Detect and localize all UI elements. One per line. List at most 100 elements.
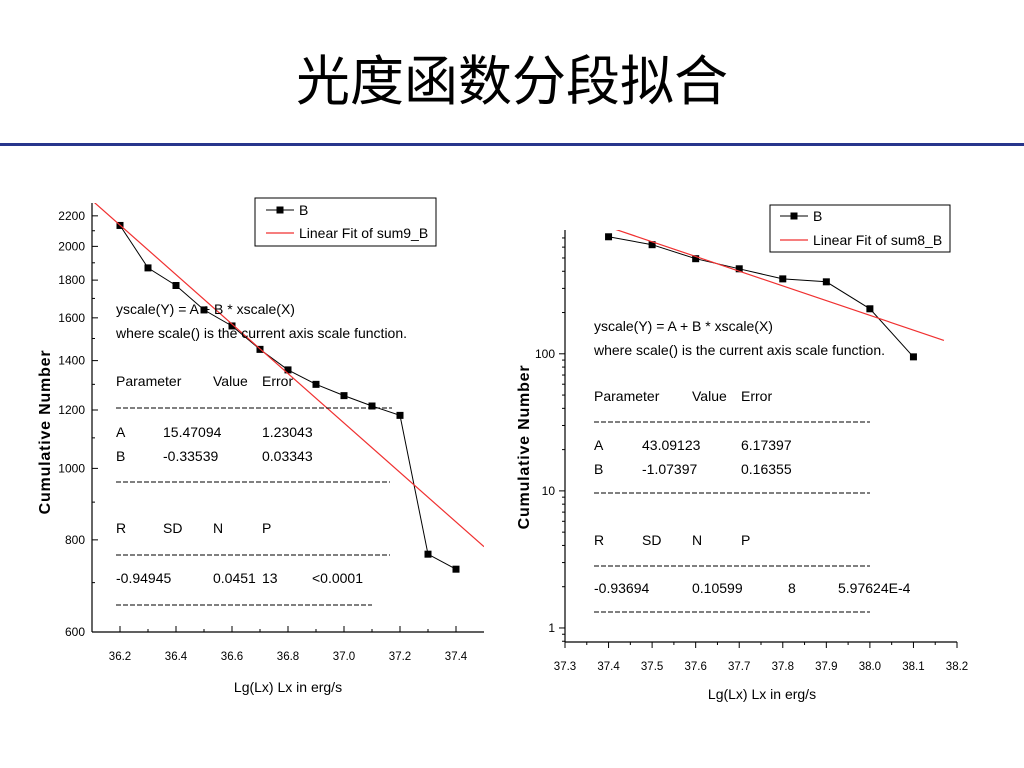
- stat-header: SD: [642, 532, 661, 548]
- param-value: 15.47094: [163, 424, 222, 440]
- data-point: [144, 264, 152, 272]
- stat-value: -0.93694: [594, 580, 649, 596]
- param-error: 0.16355: [741, 461, 792, 477]
- stat-value: -0.94945: [116, 570, 171, 586]
- stat-value: 5.97624E-4: [838, 580, 911, 596]
- series-layer: [94, 203, 484, 573]
- x-axis-title: Lg(Lx) Lx in erg/s: [708, 686, 816, 702]
- y-tick-label: 600: [65, 625, 85, 639]
- param-value: -1.07397: [642, 461, 697, 477]
- data-point: [396, 411, 404, 419]
- data-point: [866, 305, 874, 313]
- stat-header: SD: [163, 520, 182, 536]
- legend-swatch-marker: [790, 212, 798, 220]
- data-point: [735, 265, 743, 273]
- x-tick-label: 37.6: [684, 661, 706, 673]
- data-point: [368, 402, 376, 410]
- stat-header: R: [116, 520, 126, 536]
- series-layer: [605, 230, 945, 361]
- stat-value: 8: [788, 580, 796, 596]
- data-point: [909, 353, 917, 361]
- y-tick-label: 1800: [58, 273, 85, 287]
- series-line-b: [119, 225, 457, 570]
- data-point: [452, 565, 460, 573]
- legend-swatch-marker: [276, 206, 284, 214]
- y-tick-label: 2200: [58, 209, 85, 223]
- stat-header: N: [692, 532, 702, 548]
- fit-equation: yscale(Y) = A + B * xscale(X): [116, 301, 295, 317]
- legend-label: B: [813, 208, 822, 224]
- legend: B Linear Fit of sum8_B: [769, 204, 951, 253]
- data-point: [172, 281, 180, 289]
- x-tick-label: 37.9: [815, 661, 837, 673]
- x-tick-label: 38.1: [902, 661, 924, 673]
- y-tick-label: 1000: [58, 461, 85, 475]
- x-tick-label: 37.8: [772, 661, 794, 673]
- param-header: Parameter: [594, 388, 660, 404]
- param-error: 1.23043: [262, 424, 313, 440]
- x-tick-label: 36.2: [109, 651, 131, 663]
- x-tick-label: 37.0: [333, 651, 355, 663]
- data-point: [424, 550, 432, 558]
- fit-equation: yscale(Y) = A + B * xscale(X): [594, 318, 773, 334]
- param-header: Error: [741, 388, 772, 404]
- stat-header: N: [213, 520, 223, 536]
- series-line-b: [608, 236, 914, 358]
- legend-label: B: [299, 202, 308, 218]
- param-error: 0.03343: [262, 448, 313, 464]
- data-point: [648, 241, 656, 249]
- x-tick-label: 37.3: [554, 661, 576, 673]
- x-tick-label: 37.5: [641, 661, 663, 673]
- y-axis-title: Cumulative Number: [516, 365, 533, 530]
- stat-header: R: [594, 532, 604, 548]
- title-rule: [0, 143, 1024, 146]
- legend: B Linear Fit of sum9_B: [254, 197, 437, 247]
- y-tick-label: 1600: [58, 311, 85, 325]
- y-tick-label: 2000: [58, 239, 85, 253]
- chart-left: 36.2 36.4 36.6 36.8 37.0 37.2 37.4 600 800 1000 12…: [37, 197, 484, 695]
- plot-area-left: 36.2 36.4 36.6 36.8 37.0 37.2 37.4 600 800 1000 12…: [58, 203, 484, 663]
- param-value: 43.09123: [642, 437, 701, 453]
- slide-title: 光度函数分段拟合: [296, 50, 728, 113]
- x-tick-label: 37.2: [389, 651, 411, 663]
- x-tick-label: 36.6: [221, 651, 243, 663]
- fit-note: where scale() is the current axis scale …: [593, 342, 885, 358]
- chart-right: 37.3 37.4 37.5 37.6 37.7 37.8 37.9 38.0 38.1 38.2…: [516, 204, 968, 702]
- y-tick-label: 1400: [58, 354, 85, 368]
- x-tick-label: 36.8: [277, 651, 299, 663]
- param-header: Parameter: [116, 373, 182, 389]
- x-tick-label: 36.4: [165, 651, 188, 663]
- param-value: -0.33539: [163, 448, 218, 464]
- data-point: [822, 278, 830, 286]
- data-point: [312, 380, 320, 388]
- x-tick-label: 38.0: [859, 661, 881, 673]
- legend-box: [769, 204, 951, 253]
- x-tick-label: 37.4: [597, 661, 620, 673]
- data-point: [228, 322, 236, 330]
- stat-value: 13: [262, 570, 278, 586]
- y-tick-label: 100: [535, 347, 555, 361]
- data-point: [692, 255, 700, 263]
- param-name: B: [116, 448, 125, 464]
- x-tick-label: 37.7: [728, 661, 750, 673]
- x-axis-title: Lg(Lx) Lx in erg/s: [234, 679, 342, 695]
- data-point: [200, 306, 208, 314]
- y-tick-label: 1200: [58, 403, 85, 417]
- param-name: A: [116, 424, 126, 440]
- legend-label: Linear Fit of sum9_B: [299, 225, 428, 241]
- legend-box: [254, 197, 437, 247]
- param-name: B: [594, 461, 603, 477]
- plot-area-right: 37.3 37.4 37.5 37.6 37.7 37.8 37.9 38.0 38.1 38.2…: [535, 230, 968, 673]
- y-axis-title: Cumulative Number: [37, 350, 54, 515]
- stat-value: 0.0451: [213, 570, 256, 586]
- y-tick-label: 800: [65, 533, 85, 547]
- stat-header: P: [262, 520, 271, 536]
- stat-value: 0.10599: [692, 580, 743, 596]
- legend-label: Linear Fit of sum8_B: [813, 232, 942, 248]
- y-tick-label: 10: [542, 484, 556, 498]
- x-tick-label: 38.2: [946, 661, 968, 673]
- data-point: [605, 233, 613, 241]
- x-tick-label: 37.4: [445, 651, 468, 663]
- fit-line: [94, 203, 484, 548]
